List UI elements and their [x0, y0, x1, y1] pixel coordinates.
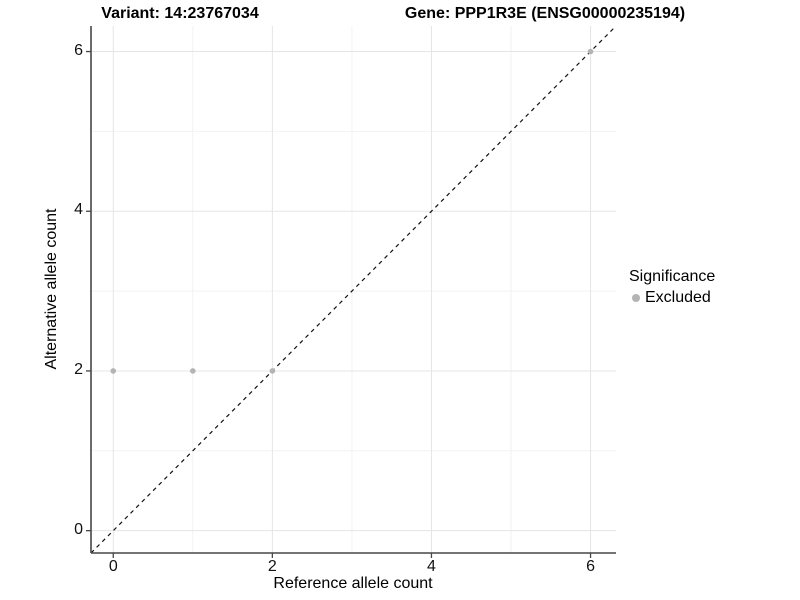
- x-tick-label: 2: [267, 558, 277, 575]
- legend: Significance Excluded: [629, 268, 715, 307]
- plot-panel: [86, 25, 617, 558]
- gene-title: Gene: PPP1R3E (ENSG00000235194): [404, 5, 686, 22]
- excluded-point-icon: [632, 294, 640, 302]
- y-tick-label: 4: [74, 201, 83, 219]
- data-point: [110, 368, 117, 374]
- legend-title: Significance: [629, 268, 716, 285]
- legend-entry-excluded: Excluded: [632, 289, 715, 307]
- x-axis-label: Reference allele count: [273, 575, 433, 592]
- plot-canvas: [86, 25, 617, 558]
- y-axis-label: Alternative allele count: [43, 208, 60, 370]
- legend-entry-label: Excluded: [645, 289, 711, 306]
- data-point: [190, 368, 196, 374]
- x-tick-label: 6: [586, 558, 595, 575]
- variant-title: Variant: 14:23767034: [101, 5, 259, 22]
- x-tick-label: 0: [108, 558, 118, 575]
- x-tick-label: 4: [427, 558, 436, 575]
- y-tick-label: 0: [74, 520, 83, 538]
- data-point: [269, 368, 276, 374]
- y-tick-label: 6: [74, 41, 83, 59]
- identity-line: [90, 25, 617, 554]
- data-point: [587, 48, 594, 55]
- y-tick-label: 2: [74, 361, 83, 379]
